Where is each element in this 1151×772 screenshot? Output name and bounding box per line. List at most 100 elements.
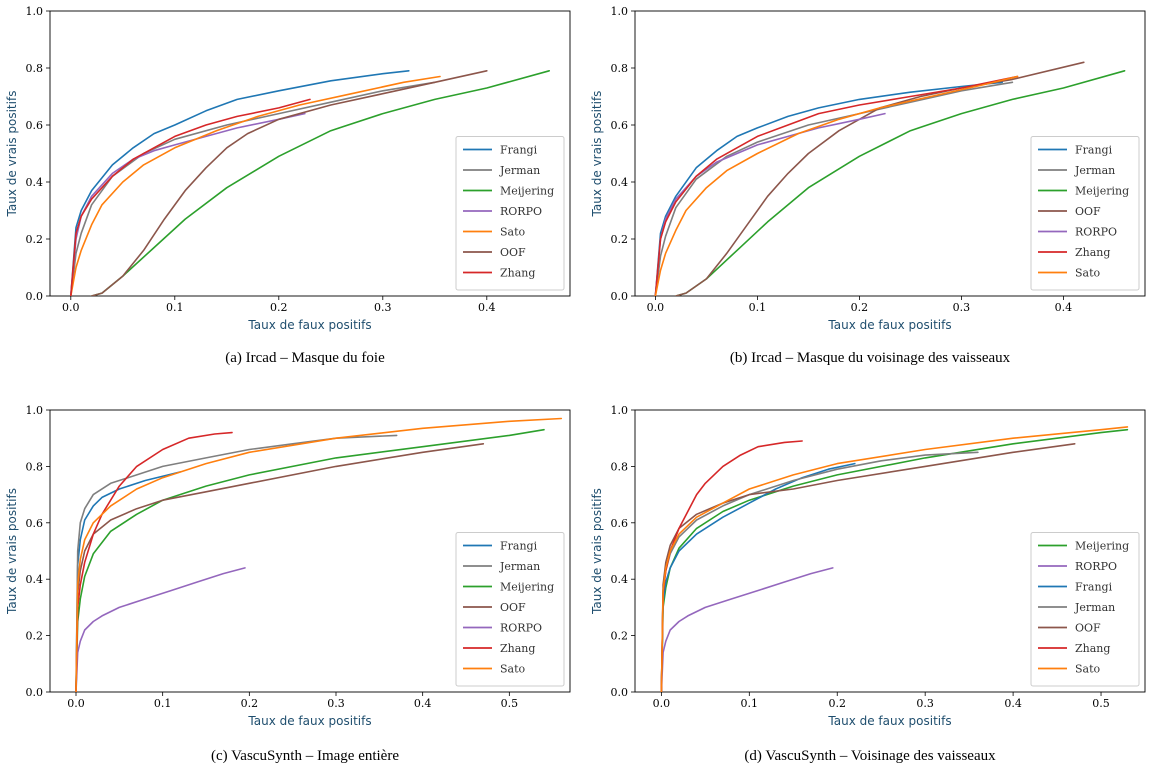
y-axis-label-c: Taux de vrais positifs xyxy=(5,488,19,615)
x-tick-label: 0.3 xyxy=(916,697,934,710)
legend-label-zhang: Zhang xyxy=(1075,642,1110,655)
caption-b: (b) Ircad – Masque du voisinage des vais… xyxy=(730,350,1011,366)
x-tick-label: 0.3 xyxy=(327,697,345,710)
plot-frame-d xyxy=(634,409,1146,693)
legend-label-zhang: Zhang xyxy=(500,267,535,280)
x-axis-label-c: Taux de faux positifs xyxy=(247,714,371,728)
series-line-frangi xyxy=(70,70,410,296)
x-tick-label: 0.4 xyxy=(414,697,432,710)
chart-panel-d: 0.0 0.1 0.2 0.3 0.4 0.5 0.0 0.2 0.4 0.6 0.8 1.0 Taux… xyxy=(590,404,1146,728)
chart-panel-c: 0.0 0.1 0.2 0.3 0.4 0.5 0.0 0.2 0.4 0.6 0.8 1.0 Taux… xyxy=(5,404,571,728)
y-tick-label: 1.0 xyxy=(611,5,629,18)
legend-label-jerman: Jerman xyxy=(499,560,540,573)
series-group-a xyxy=(70,70,551,296)
series-line-rorpo xyxy=(660,567,834,692)
legend-label-frangi: Frangi xyxy=(1075,144,1113,157)
chart-panel-b: 0.0 0.1 0.2 0.3 0.4 0.0 0.2 0.4 0.6 0.8 1.0 Taux de… xyxy=(590,5,1146,332)
y-tick-label: 0.8 xyxy=(611,460,629,473)
y-tick-label: 1.0 xyxy=(611,404,629,417)
series-line-oof xyxy=(75,442,485,692)
y-tick-label: 0.8 xyxy=(611,62,629,75)
x-tick-label: 0.2 xyxy=(241,697,259,710)
caption-a: (a) Ircad – Masque du foie xyxy=(225,350,385,366)
legend-label-frangi: Frangi xyxy=(500,540,538,553)
legend-label-meijering: Meijering xyxy=(500,581,554,594)
legend-label-meijering: Meijering xyxy=(1075,185,1129,198)
legend-label-oof: OOF xyxy=(500,601,526,614)
y-tick-label: 0.2 xyxy=(611,630,629,643)
legend-label-rorpo: RORPO xyxy=(1075,226,1117,239)
y-tick-label: 0.0 xyxy=(26,290,44,303)
series-line-rorpo xyxy=(75,567,246,692)
caption-d: (d) VascuSynth – Voisinage des vaisseaux xyxy=(744,748,996,764)
legend-label-rorpo: RORPO xyxy=(500,622,542,635)
y-tick-label: 0.2 xyxy=(26,233,44,246)
series-line-oof xyxy=(660,442,1076,692)
caption-c: (c) VascuSynth – Image entière xyxy=(211,748,399,764)
x-tick-label: 0.1 xyxy=(154,697,172,710)
x-tick-label: 0.3 xyxy=(374,301,392,314)
chart-panel-a: 0.0 0.1 0.2 0.3 0.4 0.0 0.2 0.4 0.6 0.8 1.0 Taux de… xyxy=(5,5,571,332)
x-tick-label: 0.5 xyxy=(1092,697,1110,710)
x-tick-label: 0.5 xyxy=(501,697,519,710)
x-tick-label: 0.0 xyxy=(647,301,665,314)
series-line-jerman xyxy=(654,81,1014,296)
series-line-zhang xyxy=(75,431,233,692)
series-line-jerman xyxy=(660,451,979,692)
plot-frame-a xyxy=(49,10,571,297)
y-tick-label: 0.0 xyxy=(611,290,629,303)
x-axis-label-a: Taux de faux positifs xyxy=(247,318,371,332)
x-tick-label: 0.3 xyxy=(953,301,971,314)
series-line-sato xyxy=(654,75,1019,296)
y-tick-label: 0.6 xyxy=(26,517,44,530)
y-tick-label: 0.6 xyxy=(26,119,44,132)
series-line-jerman xyxy=(70,81,436,296)
series-line-zhang xyxy=(654,75,1019,296)
series-line-meijering xyxy=(660,428,1129,692)
y-tick-label: 1.0 xyxy=(26,404,44,417)
legend-label-sato: Sato xyxy=(1075,663,1101,676)
x-tick-label: 0.1 xyxy=(166,301,184,314)
series-line-jerman xyxy=(75,434,398,692)
series-line-zhang xyxy=(70,98,311,296)
series-line-rorpo xyxy=(70,112,306,296)
x-tick-label: 0.0 xyxy=(67,697,85,710)
legend-a: Frangi Jerman Meijering RORPO Sato OOF Zhang xyxy=(455,136,565,291)
legend-label-zhang: Zhang xyxy=(500,642,535,655)
y-tick-label: 0.8 xyxy=(26,460,44,473)
x-tick-label: 0.0 xyxy=(62,301,80,314)
legend-label-jerman: Jerman xyxy=(499,164,540,177)
x-axis-label-d: Taux de faux positifs xyxy=(827,714,951,728)
x-tick-label: 0.4 xyxy=(1055,301,1073,314)
x-tick-label: 0.2 xyxy=(828,697,846,710)
x-tick-label: 0.1 xyxy=(741,697,759,710)
series-group-c xyxy=(75,417,563,692)
legend-label-sato: Sato xyxy=(1075,267,1101,280)
legend-label-rorpo: RORPO xyxy=(1075,560,1117,573)
x-tick-label: 0.4 xyxy=(478,301,496,314)
y-tick-label: 0.4 xyxy=(611,176,629,189)
series-line-sato xyxy=(70,75,441,296)
y-tick-label: 0.0 xyxy=(26,686,44,699)
y-axis-label-d: Taux de vrais positifs xyxy=(590,488,604,615)
legend-label-sato: Sato xyxy=(500,226,526,239)
plot-frame-c xyxy=(49,409,571,693)
x-axis-label-b: Taux de faux positifs xyxy=(827,318,951,332)
legend-label-rorpo: RORPO xyxy=(500,205,542,218)
legend-label-zhang: Zhang xyxy=(1075,246,1110,259)
legend-label-jerman: Jerman xyxy=(1074,601,1115,614)
y-tick-label: 1.0 xyxy=(26,5,44,18)
y-tick-label: 0.4 xyxy=(26,176,44,189)
x-tick-label: 0.2 xyxy=(270,301,288,314)
x-tick-label: 0.2 xyxy=(851,301,869,314)
y-axis-label-b: Taux de vrais positifs xyxy=(590,91,604,218)
series-line-frangi xyxy=(75,471,181,692)
legend-label-oof: OOF xyxy=(1075,205,1101,218)
series-line-frangi xyxy=(654,81,1004,296)
y-tick-label: 0.8 xyxy=(26,62,44,75)
y-tick-label: 0.2 xyxy=(611,233,629,246)
y-tick-label: 0.6 xyxy=(611,119,629,132)
legend-label-meijering: Meijering xyxy=(1075,540,1129,553)
x-tick-label: 0.0 xyxy=(653,697,671,710)
